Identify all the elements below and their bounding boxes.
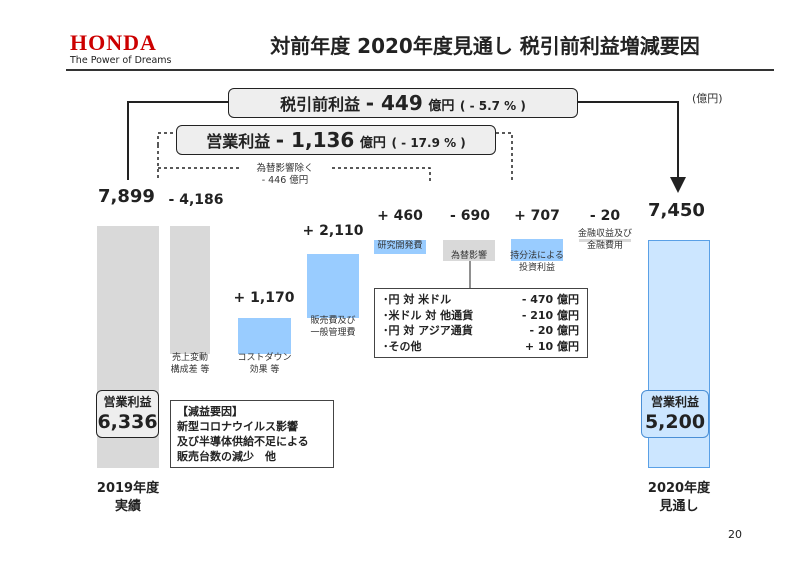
fx-breakdown-value: + 10 億円 — [524, 339, 579, 353]
data-label: 7,450 — [648, 200, 705, 221]
fx-excl-line1: 為替影響除く — [256, 163, 314, 174]
op-pct: ( - 17.9 % ) — [391, 136, 466, 150]
fx-breakdown-row: ･円 対 米ドル - 470 億円 — [383, 292, 579, 308]
category-note: コストダウン 効果 等 — [237, 353, 292, 375]
decrease-factor-line: 販売台数の減少 他 — [177, 450, 276, 463]
fx-breakdown-value: - 470 億円 — [521, 293, 579, 306]
title-divider — [66, 69, 774, 71]
data-label: - 4,186 — [168, 192, 224, 208]
op-bracket-left — [157, 132, 176, 145]
data-label: - 690 — [450, 208, 490, 224]
x-axis-category-label: 2020年度 見通し — [647, 481, 711, 514]
fx-breakdown-value: - 210 億円 — [521, 308, 579, 322]
decrease-bar — [579, 239, 631, 243]
data-label: + 2,110 — [302, 223, 364, 239]
pretax-pct: ( - 5.7 % ) — [459, 99, 526, 113]
category-note: 為替影響 — [450, 251, 487, 261]
category-note: 研究開発費 — [377, 241, 423, 251]
pretax-value: - 449 — [365, 91, 423, 115]
start-op-label: 営業利益 6,336 — [96, 390, 159, 438]
pretax-summary-box: 税引前利益 - 449 億円 ( - 5.7 % ) — [228, 88, 578, 118]
fx-breakdown-value: - 20 億円 — [529, 324, 579, 337]
x-axis-category-label: 2019年度 実績 — [96, 481, 160, 514]
category-note: 販売費及び 一般管理費 — [310, 316, 356, 338]
op-unit: 億円 — [359, 136, 386, 151]
end-op-label: 営業利益 5,200 — [641, 390, 709, 438]
decrease-factors-title: 【減益要因】 — [177, 405, 243, 418]
page-title: 対前年度 2020年度見通し 税引前利益増減要因 — [270, 34, 700, 58]
data-label: + 707 — [514, 208, 560, 224]
decrease-factor-line: 新型コロナウイルス影響 — [177, 420, 298, 433]
pretax-unit: 億円 — [428, 99, 455, 114]
op-label: 営業利益 — [206, 132, 271, 151]
fx-excl-note: 為替影響除く - 446 億円 — [240, 163, 330, 187]
decrease-bar — [443, 239, 495, 261]
decrease-factors-panel: 【減益要因】 新型コロナウイルス影響 及び半導体供給不足による 販売台数の減少 … — [170, 400, 334, 468]
data-label: 7,899 — [98, 186, 155, 207]
category-note: 持分法による 投資利益 — [510, 251, 564, 273]
category-note: 金融収益及び 金融費用 — [577, 229, 632, 251]
pretax-label: 税引前利益 — [280, 95, 361, 114]
category-note: 売上変動 構成差 等 — [170, 353, 210, 375]
fx-breakdown-label: ･その他 — [383, 339, 422, 353]
decrease-bar — [170, 226, 210, 355]
decrease-factor-line: 及び半導体供給不足による — [177, 435, 309, 448]
op-summary-box: 営業利益 - 1,136 億円 ( - 17.9 % ) — [176, 125, 496, 155]
fx-breakdown-label: ･米ドル 対 他通貨 — [383, 308, 474, 322]
fx-breakdown-row: ･円 対 アジア通貨 - 20 億円 — [383, 323, 579, 339]
page-number: 20 — [728, 528, 742, 541]
fx-breakdown-label: ･円 対 アジア通貨 — [383, 324, 473, 337]
increase-bar — [307, 253, 359, 319]
fx-breakdown-row: ･米ドル 対 他通貨 - 210 億円 — [383, 308, 579, 324]
end-op-label-value: 5,200 — [644, 411, 706, 433]
honda-logo: HONDA — [70, 30, 157, 55]
increase-bar — [511, 239, 563, 261]
start-op-label-value: 6,336 — [97, 411, 158, 433]
data-label: - 20 — [589, 208, 621, 224]
op-value: - 1,136 — [275, 128, 355, 152]
fx-breakdown-row: ･その他 + 10 億円 — [383, 339, 579, 355]
start-op-label-text: 営業利益 — [103, 395, 152, 409]
fx-breakdown-label: ･円 対 米ドル — [383, 293, 452, 306]
pretax-bracket-arrow — [578, 101, 686, 193]
end-op-label-text: 営業利益 — [650, 395, 699, 409]
data-label: + 1,170 — [233, 290, 295, 306]
pretax-bracket-line — [127, 101, 228, 180]
tagline: The Power of Dreams — [70, 55, 172, 66]
increase-bar — [374, 239, 426, 254]
increase-bar — [238, 318, 291, 355]
unit-note: (億円) — [692, 92, 723, 105]
fx-excl-line2: - 446 億円 — [261, 175, 309, 186]
data-label: + 460 — [377, 208, 423, 224]
fx-breakdown-panel: ･円 対 米ドル - 470 億円 ･米ドル 対 他通貨 - 210 億円 ･円… — [374, 288, 588, 358]
